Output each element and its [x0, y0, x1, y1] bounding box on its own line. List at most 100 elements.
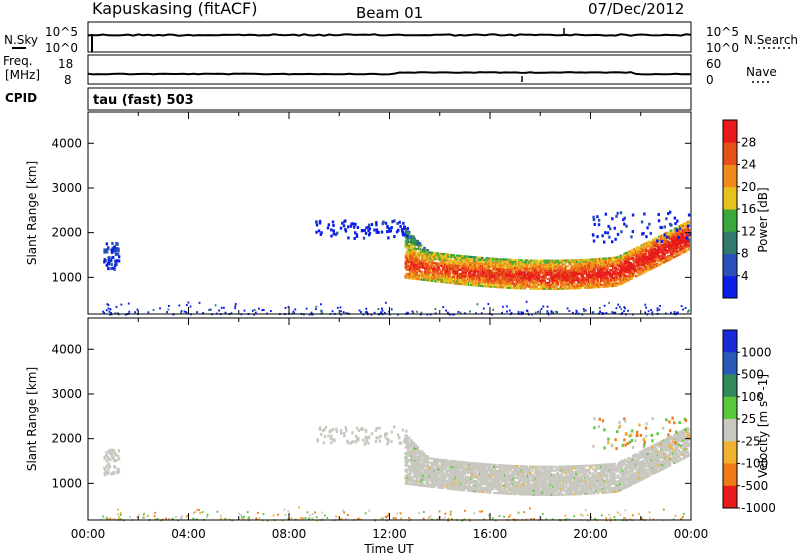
- power-cell: [555, 285, 558, 288]
- power-cell: [687, 230, 690, 233]
- power-cell: [478, 278, 482, 281]
- power-cell: [593, 266, 597, 269]
- power-nearrange: [189, 305, 192, 308]
- power-cell: [455, 270, 459, 273]
- power-cell: [411, 261, 414, 264]
- power-cell: [441, 275, 445, 278]
- power-scatter: [370, 223, 374, 227]
- power-nearrange: [612, 311, 615, 314]
- power-cell: [463, 277, 467, 280]
- power-cell: [511, 262, 515, 265]
- power-nearrange: [540, 307, 543, 310]
- power-cell: [687, 246, 690, 249]
- power-cell: [483, 283, 486, 286]
- power-cell: [578, 265, 581, 268]
- power-blob: [113, 264, 117, 268]
- power-cell: [531, 283, 534, 286]
- power-nearrange: [320, 309, 323, 312]
- vel-cell: [482, 471, 485, 474]
- power-nearrange: [676, 311, 679, 314]
- vel-cell: [481, 468, 484, 471]
- power-cell: [570, 281, 574, 284]
- power-cell: [675, 248, 678, 251]
- power-cell: [627, 260, 630, 264]
- power-cell: [418, 270, 422, 273]
- power-cell: [551, 285, 555, 288]
- power-cell: [614, 280, 617, 283]
- power-nearrange: [396, 313, 399, 316]
- power-cell: [608, 271, 612, 274]
- power-cell: [604, 257, 608, 260]
- vel-cell: [535, 479, 539, 482]
- power-cell: [588, 272, 591, 275]
- power-cell: [576, 261, 579, 264]
- power-cell: [660, 258, 663, 261]
- vel-cell: [435, 472, 438, 475]
- power-cell: [680, 248, 684, 251]
- vel-cell: [464, 479, 468, 482]
- power-cell: [441, 261, 445, 264]
- power-blob: [105, 242, 109, 246]
- power-cell: [624, 270, 627, 273]
- power-nearrange: [482, 307, 485, 310]
- power-cell: [683, 246, 686, 249]
- power-cell: [443, 267, 447, 270]
- power-cell: [428, 275, 432, 278]
- power-cell: [659, 247, 662, 250]
- power-cell: [649, 246, 652, 249]
- power-cell: [663, 261, 666, 264]
- power-upper-scatter: [685, 236, 688, 240]
- power-cell: [632, 262, 636, 265]
- vel-cell: [408, 475, 412, 478]
- power-cell: [650, 265, 653, 268]
- vel-cell: [463, 473, 467, 476]
- vel-cell: [510, 474, 514, 477]
- power-cell: [437, 266, 440, 269]
- power-cell: [612, 262, 615, 265]
- power-cell: [629, 261, 633, 264]
- power-cell: [572, 279, 576, 282]
- power-upper-scatter: [673, 216, 677, 220]
- power-cell: [620, 266, 624, 269]
- power-blob: [103, 250, 106, 254]
- power-cell: [463, 257, 467, 260]
- power-cell: [573, 277, 577, 280]
- power-cell: [544, 263, 547, 266]
- vel-cell: [513, 473, 517, 476]
- vel-cell: [407, 448, 411, 451]
- power-cell: [408, 275, 412, 278]
- power-cell: [545, 281, 549, 284]
- power-cell: [438, 268, 442, 271]
- vel-cell: [441, 477, 445, 480]
- power-scatter: [341, 221, 344, 225]
- power-cell: [470, 270, 473, 273]
- power-scatter: [315, 220, 318, 224]
- power-cell: [530, 259, 533, 262]
- power-cell: [584, 258, 588, 261]
- vel-cell: [458, 460, 461, 463]
- power-cell: [467, 257, 471, 260]
- vel-cell: [518, 471, 521, 474]
- power-cell: [624, 274, 627, 277]
- vel-cell: [444, 475, 448, 478]
- power-scatter: [399, 224, 402, 228]
- power-nearrange: [293, 312, 296, 315]
- power-cell: [643, 244, 647, 247]
- power-cell: [555, 273, 558, 276]
- vel-cell: [408, 471, 412, 474]
- vel-cell: [422, 466, 425, 469]
- power-upper-scatter: [669, 222, 672, 226]
- vel-cell: [422, 460, 425, 463]
- vel-cell: [488, 491, 492, 494]
- power-cell: [589, 280, 592, 283]
- vel-cell: [406, 464, 410, 467]
- power-nearrange: [262, 308, 265, 311]
- power-cell: [679, 232, 683, 235]
- power-cell: [541, 263, 544, 266]
- vel-cell: [479, 466, 483, 469]
- power-cell: [464, 273, 468, 276]
- power-cell: [640, 258, 644, 261]
- power-scatter: [391, 220, 394, 224]
- power-cell: [519, 285, 522, 288]
- vel-cell: [493, 483, 496, 486]
